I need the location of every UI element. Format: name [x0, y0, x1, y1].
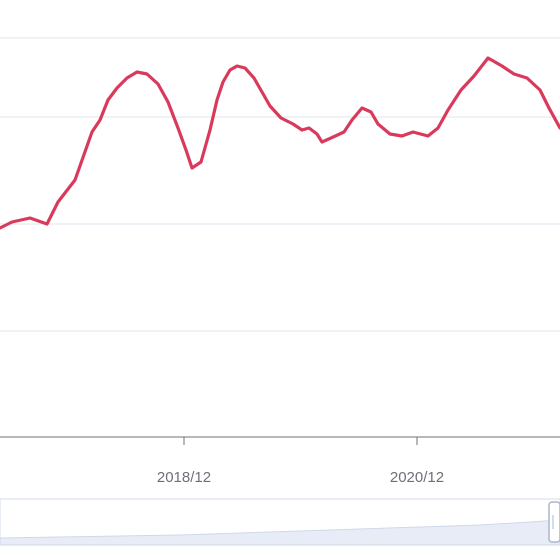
- x-tick-label-1: 2018/12: [157, 469, 211, 486]
- datazoom-handle-right[interactable]: [548, 501, 560, 543]
- series-line: [0, 56, 560, 230]
- x-tick-label-2: 2020/12: [390, 469, 444, 486]
